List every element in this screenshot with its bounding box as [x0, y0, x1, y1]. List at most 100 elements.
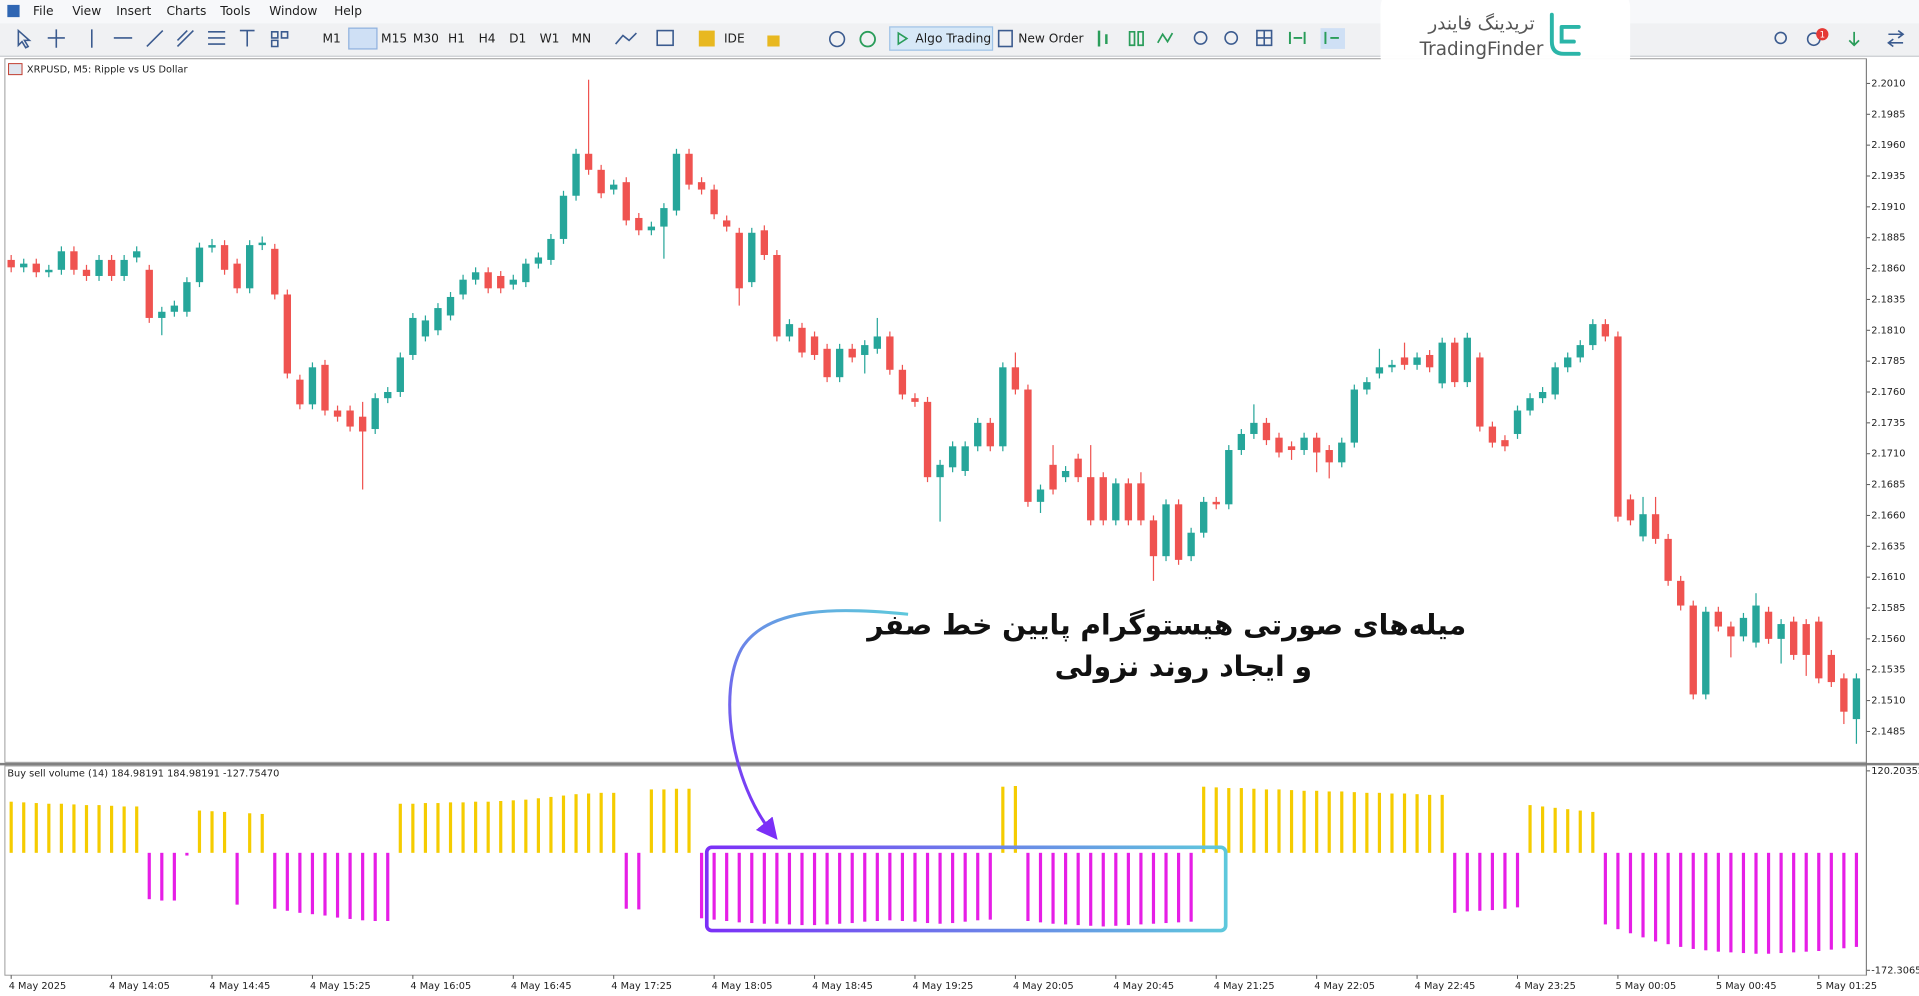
ide-button[interactable]: IDE: [724, 32, 745, 46]
signal-icon[interactable]: [859, 30, 876, 48]
histogram-bar: [1779, 852, 1783, 954]
menu-item[interactable]: Tools: [219, 4, 250, 18]
text-icon[interactable]: [239, 29, 255, 47]
line-chart-icon[interactable]: [1157, 32, 1174, 44]
timeframe-button[interactable]: M30: [413, 32, 439, 46]
crosshair-icon[interactable]: [47, 29, 65, 48]
histogram-bar: [1227, 788, 1231, 853]
template-icon[interactable]: [656, 29, 674, 47]
search-icon[interactable]: [1774, 31, 1788, 45]
histogram-bar: [323, 852, 327, 916]
fibo-icon[interactable]: [208, 31, 226, 45]
candle-body: [1451, 342, 1459, 383]
new-order-icon[interactable]: [997, 29, 1013, 48]
timeframe-button[interactable]: H4: [479, 32, 496, 46]
histogram-bar: [1754, 852, 1758, 954]
new-order-label[interactable]: New Order: [1018, 32, 1084, 46]
algo-trading-label[interactable]: Algo Trading: [915, 32, 991, 46]
candle-body: [371, 398, 379, 430]
candle-body: [1677, 580, 1685, 606]
menu-item[interactable]: Window: [269, 4, 317, 18]
candle-body: [1036, 489, 1045, 502]
histogram-bar: [624, 852, 628, 909]
annotation-line: و ایجاد روند نزولی: [1055, 650, 1312, 683]
menu-item[interactable]: Help: [334, 4, 362, 18]
x-tick-label: 4 May 14:45: [210, 981, 271, 992]
timeframe-button[interactable]: D1: [509, 32, 526, 46]
candle-body: [1200, 501, 1208, 533]
histogram-bar: [423, 803, 428, 853]
histogram-bar: [1202, 786, 1206, 853]
candle-body: [1513, 410, 1522, 434]
histogram-bar: [1440, 794, 1444, 853]
autoscroll-icon[interactable]: [1288, 31, 1306, 45]
chart-type-icon[interactable]: [614, 32, 637, 45]
candle-body: [1388, 364, 1396, 368]
candle-body: [1112, 483, 1120, 521]
histogram-bar: [938, 852, 942, 924]
timeframe-button[interactable]: MN: [571, 32, 591, 46]
candle-body: [1061, 471, 1070, 478]
candle-body: [911, 398, 919, 402]
menu-item[interactable]: File: [33, 4, 53, 18]
histogram-bar: [1515, 852, 1520, 908]
histogram-bar: [725, 852, 729, 922]
y-tick-label: 2.1960: [1871, 140, 1905, 151]
menu-item[interactable]: Insert: [116, 4, 151, 18]
cursor-icon[interactable]: [17, 28, 32, 49]
candle-body: [321, 364, 329, 411]
candle-body: [522, 263, 530, 283]
candle-body: [1024, 389, 1032, 502]
zoom-out-icon[interactable]: [1224, 31, 1239, 45]
timeframe-button[interactable]: W1: [540, 32, 560, 46]
candles-icon[interactable]: [1128, 30, 1144, 47]
watermark-fa: تریدینگ فایندر: [1427, 12, 1534, 34]
trendline-icon[interactable]: [146, 30, 164, 48]
lock-icon[interactable]: [767, 35, 780, 47]
zoom-in-icon[interactable]: [1193, 31, 1208, 45]
channel-icon[interactable]: [176, 30, 194, 48]
histogram-bar: [524, 799, 528, 853]
sync-icon[interactable]: [1887, 29, 1905, 48]
histogram-bar: [951, 852, 955, 924]
histogram-bar: [1653, 852, 1658, 942]
y-tick-label: 2.1635: [1871, 541, 1905, 552]
download-icon[interactable]: [1848, 31, 1860, 47]
candle-body: [1325, 450, 1333, 463]
candle-body: [396, 357, 404, 393]
candle-body: [459, 279, 467, 295]
histogram-bar: [1591, 811, 1595, 853]
histogram-bar: [361, 852, 365, 921]
timeframe-button[interactable]: H1: [448, 32, 465, 46]
market-icon[interactable]: [698, 30, 715, 47]
menu-item[interactable]: View: [72, 4, 101, 18]
histogram-bar: [135, 806, 139, 853]
candle-body: [246, 245, 254, 289]
candle-body: [835, 348, 844, 378]
depth-icon[interactable]: [1097, 30, 1108, 47]
histogram-bar: [1151, 852, 1156, 924]
histogram-bar: [1854, 852, 1859, 947]
histogram-bar: [1666, 852, 1670, 945]
tile-icon[interactable]: [1256, 29, 1273, 47]
histogram-bar: [298, 852, 302, 913]
candle-body: [1099, 477, 1107, 521]
histogram-bar: [1478, 852, 1482, 911]
candle-body: [1576, 345, 1584, 358]
histogram-bar: [1428, 794, 1432, 853]
cloud-icon[interactable]: [828, 31, 846, 48]
algo-trading-button[interactable]: [889, 26, 994, 51]
candle-body: [647, 226, 656, 231]
histogram-bar: [172, 852, 176, 901]
shapes-icon[interactable]: [270, 31, 289, 48]
y-tick-label: 2.1510: [1871, 696, 1905, 707]
menu-item[interactable]: Charts: [166, 4, 206, 18]
candle-body: [409, 317, 417, 355]
histogram-bar: [1716, 852, 1720, 952]
histogram-bar: [1252, 788, 1256, 853]
histogram-bar: [398, 803, 402, 853]
timeframe-button[interactable]: M15: [381, 32, 407, 46]
candle-body: [936, 464, 944, 478]
timeframe-button[interactable]: M1: [322, 32, 340, 46]
